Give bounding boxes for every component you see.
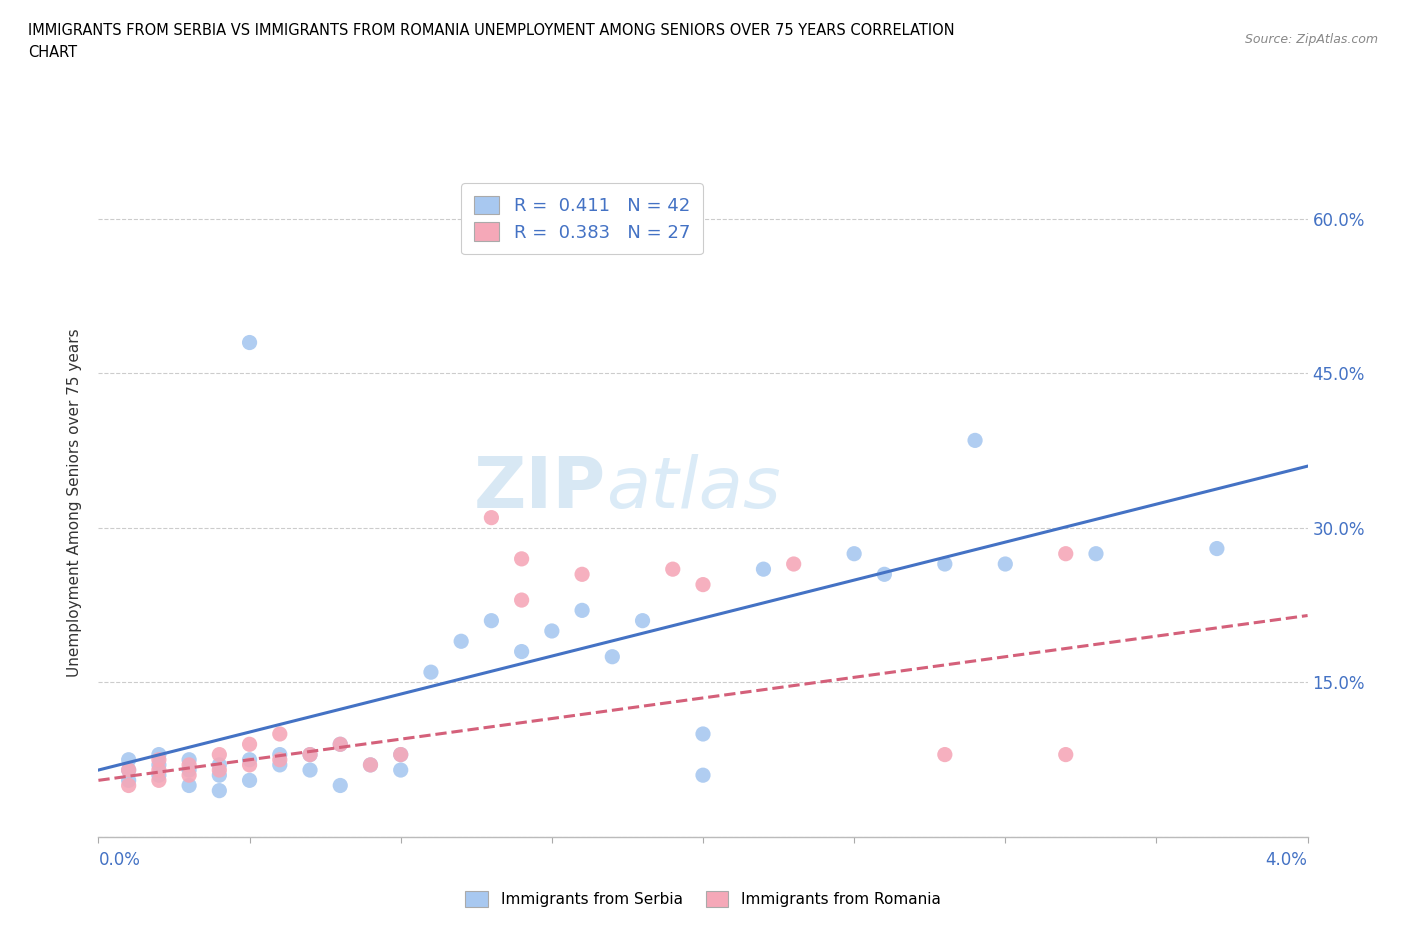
Text: 0.0%: 0.0% xyxy=(98,851,141,870)
Point xyxy=(329,778,352,793)
Point xyxy=(692,768,714,783)
Point xyxy=(389,747,412,762)
Point xyxy=(148,757,170,772)
Legend: Immigrants from Serbia, Immigrants from Romania: Immigrants from Serbia, Immigrants from … xyxy=(460,884,946,913)
Point xyxy=(1085,546,1108,561)
Point xyxy=(389,763,412,777)
Point xyxy=(873,567,896,582)
Point xyxy=(329,737,352,751)
Point xyxy=(118,778,141,793)
Point xyxy=(239,737,262,751)
Point xyxy=(783,556,806,571)
Point xyxy=(239,335,262,350)
Legend: R =  0.411   N = 42, R =  0.383   N = 27: R = 0.411 N = 42, R = 0.383 N = 27 xyxy=(461,183,703,254)
Point xyxy=(179,757,201,772)
Point xyxy=(148,763,170,777)
Point xyxy=(994,556,1017,571)
Point xyxy=(118,773,141,788)
Point xyxy=(934,556,956,571)
Point xyxy=(602,649,624,664)
Text: Source: ZipAtlas.com: Source: ZipAtlas.com xyxy=(1244,33,1378,46)
Point xyxy=(239,773,262,788)
Point xyxy=(510,644,533,659)
Point xyxy=(450,634,472,649)
Text: ZIP: ZIP xyxy=(474,455,606,524)
Point xyxy=(631,613,654,628)
Point xyxy=(360,757,382,772)
Point xyxy=(571,603,593,618)
Point xyxy=(148,752,170,767)
Point xyxy=(965,433,987,448)
Point xyxy=(239,757,262,772)
Point xyxy=(179,778,201,793)
Point xyxy=(269,752,291,767)
Point xyxy=(299,747,322,762)
Point xyxy=(148,773,170,788)
Point xyxy=(299,747,322,762)
Point xyxy=(208,757,231,772)
Point xyxy=(1206,541,1229,556)
Point xyxy=(752,562,775,577)
Point xyxy=(118,752,141,767)
Point xyxy=(179,763,201,777)
Point xyxy=(1054,747,1077,762)
Point xyxy=(208,747,231,762)
Point xyxy=(510,551,533,566)
Point xyxy=(662,562,685,577)
Point xyxy=(481,613,503,628)
Point xyxy=(541,623,564,638)
Point xyxy=(148,768,170,783)
Point xyxy=(510,592,533,607)
Point xyxy=(208,763,231,777)
Point xyxy=(239,752,262,767)
Point xyxy=(118,763,141,777)
Point xyxy=(389,747,412,762)
Point xyxy=(208,783,231,798)
Text: IMMIGRANTS FROM SERBIA VS IMMIGRANTS FROM ROMANIA UNEMPLOYMENT AMONG SENIORS OVE: IMMIGRANTS FROM SERBIA VS IMMIGRANTS FRO… xyxy=(28,23,955,38)
Point xyxy=(208,768,231,783)
Point xyxy=(329,737,352,751)
Point xyxy=(299,763,322,777)
Point xyxy=(934,747,956,762)
Point xyxy=(420,665,443,680)
Text: 4.0%: 4.0% xyxy=(1265,851,1308,870)
Point xyxy=(269,757,291,772)
Point xyxy=(179,768,201,783)
Point xyxy=(1054,546,1077,561)
Point xyxy=(269,726,291,741)
Point xyxy=(692,578,714,592)
Point xyxy=(179,752,201,767)
Text: CHART: CHART xyxy=(28,45,77,60)
Point xyxy=(118,763,141,777)
Point xyxy=(571,567,593,582)
Text: atlas: atlas xyxy=(606,455,780,524)
Point xyxy=(481,511,503,525)
Point xyxy=(360,757,382,772)
Point xyxy=(844,546,866,561)
Y-axis label: Unemployment Among Seniors over 75 years: Unemployment Among Seniors over 75 years xyxy=(67,328,83,676)
Point xyxy=(148,747,170,762)
Point xyxy=(692,726,714,741)
Point xyxy=(269,747,291,762)
